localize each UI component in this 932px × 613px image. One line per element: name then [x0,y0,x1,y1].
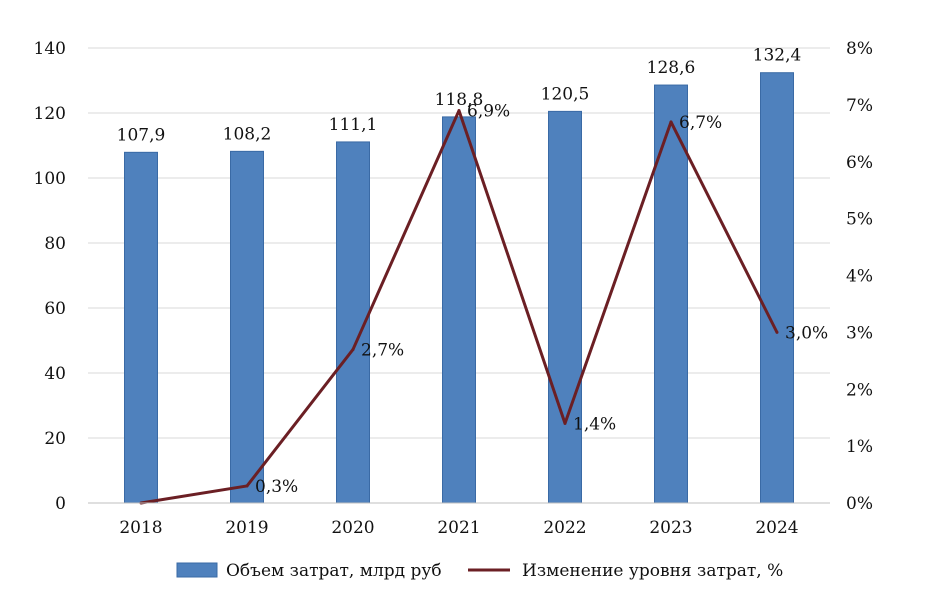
bar-series [124,72,794,504]
line-point [563,421,567,425]
y-tick-label: 20 [44,429,66,449]
bar [760,72,794,504]
line-point [351,347,355,351]
axes: 0 20 40 60 80 100 120 140 0% 1% 2% 3% 4% 5% 6% 7% 8% 2018… [34,39,873,538]
legend: Объем затрат, млрд руб Изменение уровня з… [176,561,783,581]
legend-swatch-bar [176,562,218,578]
bar-value-label: 128,6 [647,58,696,78]
bar [548,110,582,504]
bar-value-label: 132,4 [753,46,802,66]
x-tick-label: 2020 [331,518,374,538]
x-tick-label: 2021 [437,518,480,538]
line-value-label: 1,4% [573,414,616,434]
line-value-label: 6,7% [679,113,722,133]
x-tick-label: 2023 [649,518,692,538]
x-tick-label: 2024 [755,518,798,538]
line-point [775,330,779,334]
legend-label-line: Изменение уровня затрат, % [522,561,783,581]
bar-value-label: 118,8 [435,90,484,110]
bar [124,151,158,504]
legend-label-bar: Объем затрат, млрд руб [226,561,442,581]
x-tick-label: 2018 [119,518,162,538]
y2-tick-label: 0% [846,494,873,514]
data-labels: 107,9 108,2 111,1 118,8 120,5 128,6 132,4 0,3% 2… [117,46,829,497]
y2-tick-label: 1% [846,437,873,457]
y2-tick-label: 6% [846,153,873,173]
bar-value-label: 108,2 [223,124,272,144]
y2-tick-label: 3% [846,323,873,343]
y-tick-label: 0 [55,494,66,514]
y-tick-label: 80 [44,234,66,254]
y-tick-label: 140 [34,39,66,59]
bar [442,116,476,504]
y-tick-label: 120 [34,104,66,124]
y2-tick-label: 4% [846,267,873,287]
y-tick-label: 100 [34,169,66,189]
bar-value-label: 111,1 [329,115,378,135]
line-value-label: 3,0% [785,323,828,343]
line-value-label: 2,7% [361,340,404,360]
line-value-label: 6,9% [467,102,510,122]
y2-tick-label: 2% [846,380,873,400]
line-value-label: 0,3% [255,477,298,497]
y2-tick-label: 7% [846,96,873,116]
bar-value-label: 107,9 [117,125,166,145]
x-tick-label: 2019 [225,518,268,538]
line-series [139,109,779,505]
y2-tick-label: 5% [846,210,873,230]
y-tick-label: 60 [44,299,66,319]
x-tick-label: 2022 [543,518,586,538]
bar-value-label: 120,5 [541,84,590,104]
y2-tick-label: 8% [846,39,873,59]
line-point [245,484,249,488]
line-point [457,109,461,113]
bar [230,150,264,504]
line-point [669,120,673,124]
y-tick-label: 40 [44,364,66,384]
